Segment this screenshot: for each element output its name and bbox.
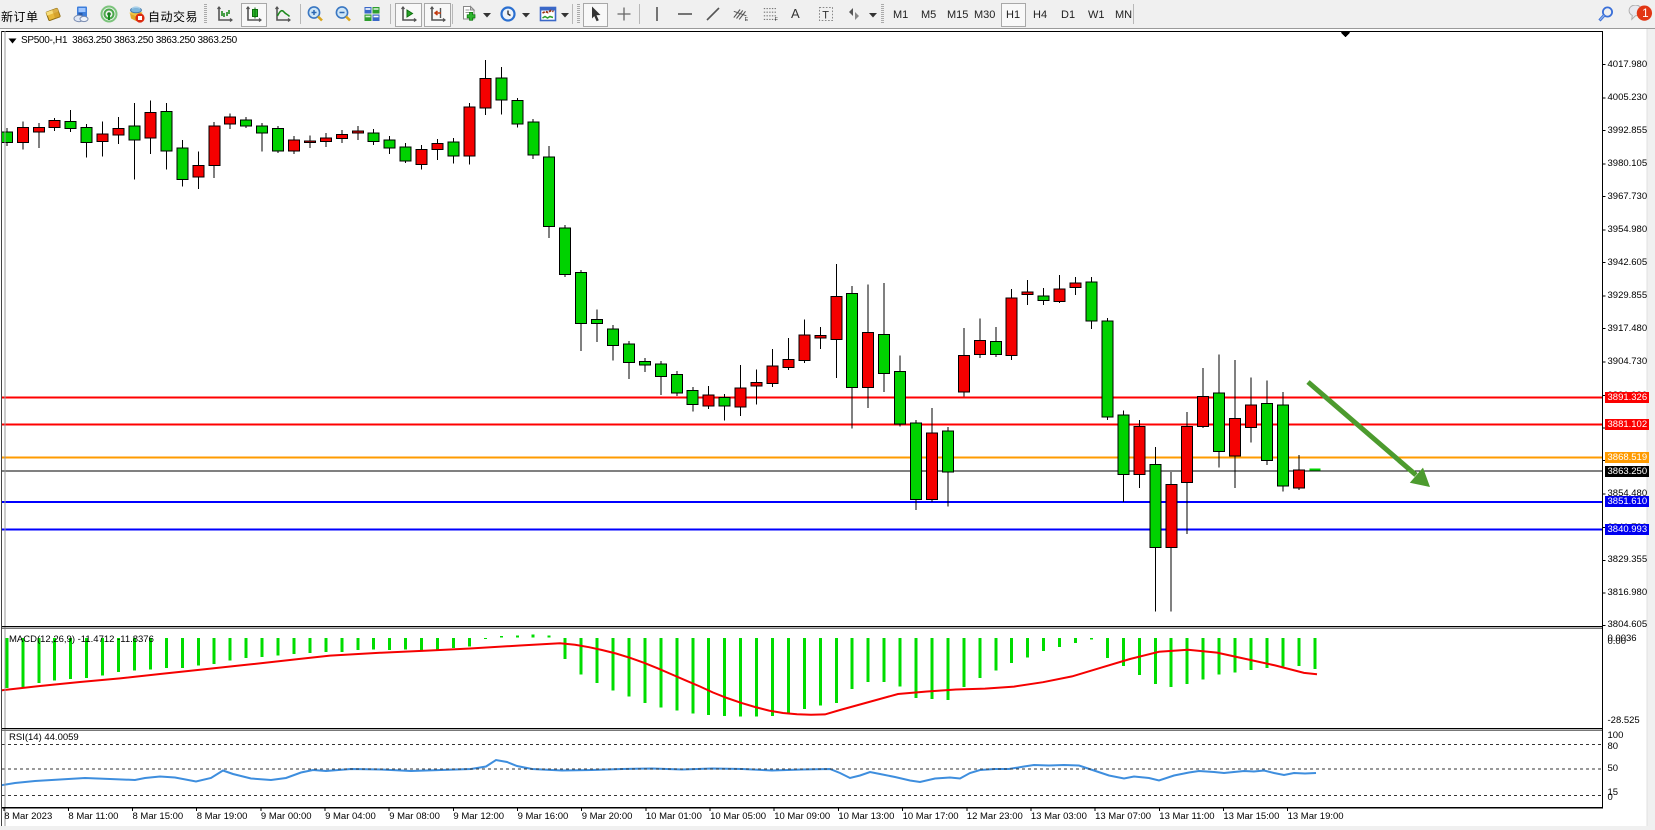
svg-text:1: 1 <box>1642 7 1649 20</box>
svg-text:E: E <box>745 17 749 23</box>
svg-text:F: F <box>775 17 779 23</box>
svg-text:T: T <box>822 10 829 22</box>
